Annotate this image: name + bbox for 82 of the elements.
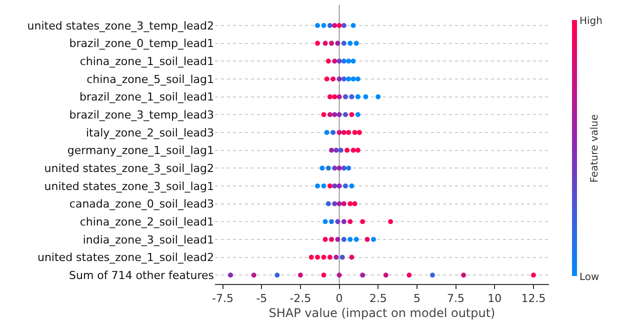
point: [342, 112, 348, 118]
point: [336, 112, 342, 118]
x-tick-label: 12.5: [521, 292, 546, 306]
point: [251, 272, 256, 278]
point: [355, 76, 360, 82]
point: [329, 219, 334, 224]
y-tick-label: china_zone_2_soil_lead1: [80, 215, 214, 228]
point: [335, 236, 340, 242]
point: [336, 183, 342, 188]
x-axis-title: SHAP value (impact on model output): [268, 306, 496, 320]
point: [349, 183, 354, 188]
point: [336, 272, 342, 278]
point: [332, 112, 338, 118]
point: [326, 58, 331, 64]
x-tick-label: -7.5: [212, 292, 234, 306]
point: [308, 254, 314, 260]
y-tick-label: china_zone_5_soil_lag1: [86, 72, 214, 86]
x-tick-label: 5: [413, 292, 420, 306]
y-tick-label: canada_zone_0_soil_lead3: [69, 198, 214, 211]
point: [338, 148, 344, 153]
y-tick-label: brazil_zone_1_soil_lead1: [80, 90, 214, 104]
color-bar-label: Low: [580, 272, 600, 283]
point: [322, 236, 328, 242]
point: [336, 58, 342, 64]
point: [298, 272, 303, 278]
point: [341, 201, 346, 206]
point: [355, 112, 360, 118]
y-tick-label: italy_zone_2_soil_lead3: [86, 126, 214, 140]
x-tick-label: 10: [488, 292, 502, 306]
point: [341, 219, 346, 224]
point: [461, 272, 466, 278]
point: [341, 58, 346, 64]
point: [335, 219, 340, 224]
x-tick-label: 7.5: [447, 292, 465, 306]
x-tick-label: -2.5: [290, 292, 312, 306]
point: [342, 94, 348, 100]
point: [341, 166, 346, 171]
y-tick-label: india_zone_3_soil_lead1: [82, 233, 214, 246]
point: [430, 272, 435, 278]
point: [370, 236, 376, 242]
point: [332, 22, 338, 28]
point: [321, 112, 326, 118]
point: [332, 166, 338, 171]
point: [336, 22, 342, 28]
point: [348, 201, 353, 206]
y-tick-label: united states_zone_3_temp_lead2: [27, 19, 214, 32]
point: [324, 76, 330, 82]
x-tick-label: 0: [336, 292, 343, 306]
point: [350, 148, 356, 153]
point: [340, 254, 345, 260]
y-tick-label: united states_zone_3_soil_lag1: [44, 180, 214, 193]
y-tick-label: brazil_zone_3_temp_lead3: [69, 108, 214, 122]
y-tick-label: united states_zone_1_soil_lead2: [37, 251, 214, 264]
y-tick-label: united states_zone_3_soil_lag2: [44, 162, 214, 175]
point: [406, 272, 412, 278]
x-tick-label: 2.5: [369, 292, 387, 306]
point: [530, 272, 536, 278]
point: [321, 272, 326, 278]
point: [336, 76, 342, 82]
color-bar-label: High: [580, 16, 602, 27]
point: [228, 272, 234, 278]
point: [341, 22, 346, 28]
point: [354, 40, 359, 46]
point: [330, 76, 336, 82]
point: [336, 94, 342, 100]
y-tick-label: germany_zone_1_soil_lag1: [67, 144, 214, 158]
y-tick-label: china_zone_1_soil_lead1: [80, 54, 214, 68]
y-tick-label: brazil_zone_0_temp_lead1: [69, 37, 214, 50]
point: [376, 94, 381, 100]
x-tick-label: -5: [256, 292, 268, 306]
point: [322, 40, 328, 46]
point: [346, 130, 352, 135]
point: [363, 94, 368, 100]
point: [326, 166, 331, 171]
point: [346, 166, 352, 171]
y-tick-label: Sum of 714 other features: [68, 268, 214, 282]
point: [329, 236, 334, 242]
point: [315, 40, 320, 46]
color-bar-title: Feature value: [589, 114, 600, 183]
point: [336, 201, 342, 206]
point: [350, 22, 356, 28]
point: [327, 94, 332, 100]
